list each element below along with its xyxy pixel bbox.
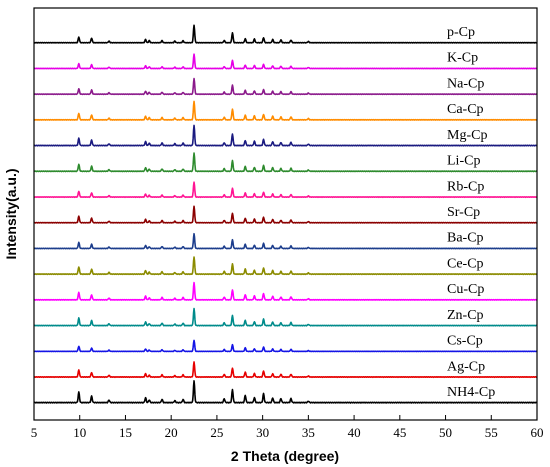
- series-line-p-cp: [33, 24, 538, 44]
- x-axis-title: 2 Theta (degree): [231, 448, 339, 464]
- x-tick-label: 25: [210, 425, 223, 440]
- series-line-k-cp: [33, 53, 538, 70]
- series-line-li-cp: [33, 152, 538, 173]
- series-line-mg-cp: [33, 124, 538, 147]
- x-tick-label: 55: [485, 425, 498, 440]
- series-label-zn-cp: Zn-Cp: [447, 308, 484, 323]
- series-label-ba-cp: Ba-Cp: [447, 231, 484, 246]
- series-line-sr-cp: [33, 205, 538, 224]
- series-line-na-cp: [33, 77, 538, 96]
- x-tick-label: 60: [531, 425, 544, 440]
- series-label-li-cp: Li-Cp: [447, 154, 480, 169]
- series-label-ca-cp: Ca-Cp: [447, 102, 484, 117]
- y-axis-title: Intensity(a.u.): [3, 168, 19, 259]
- x-tick-label: 10: [73, 425, 86, 440]
- series-label-na-cp: Na-Cp: [447, 76, 484, 91]
- series-line-zn-cp: [33, 307, 538, 327]
- series-label-p-cp: p-Cp: [447, 25, 475, 40]
- x-tick-label: 15: [119, 425, 132, 440]
- series-line-ca-cp: [33, 100, 538, 121]
- x-tick-label: 35: [302, 425, 315, 440]
- x-tick-label: 20: [165, 425, 178, 440]
- plot-frame: [33, 7, 538, 421]
- x-tick-label: 45: [393, 425, 406, 440]
- series-line-cs-cp: [33, 339, 538, 353]
- series-line-ba-cp: [33, 232, 538, 250]
- series-line-rb-cp: [33, 181, 538, 199]
- series-label-k-cp: K-Cp: [447, 51, 478, 66]
- x-tick-label: 50: [439, 425, 452, 440]
- series-label-nh4-cp: NH4-Cp: [447, 385, 495, 400]
- series-line-ce-cp: [33, 256, 538, 276]
- series-label-cs-cp: Cs-Cp: [447, 334, 483, 349]
- series-line-nh4-cp: [33, 380, 538, 404]
- series-line-ag-cp: [33, 361, 538, 379]
- x-tick-label: 40: [348, 425, 361, 440]
- series-label-ce-cp: Ce-Cp: [447, 256, 484, 271]
- series-label-sr-cp: Sr-Cp: [447, 205, 480, 220]
- series-line-cu-cp: [33, 281, 538, 301]
- series-label-cu-cp: Cu-Cp: [447, 282, 484, 297]
- series-label-rb-cp: Rb-Cp: [447, 179, 484, 194]
- series-label-ag-cp: Ag-Cp: [447, 359, 485, 374]
- x-tick-label: 5: [31, 425, 38, 440]
- series-label-mg-cp: Mg-Cp: [447, 128, 487, 143]
- x-tick-label: 30: [256, 425, 269, 440]
